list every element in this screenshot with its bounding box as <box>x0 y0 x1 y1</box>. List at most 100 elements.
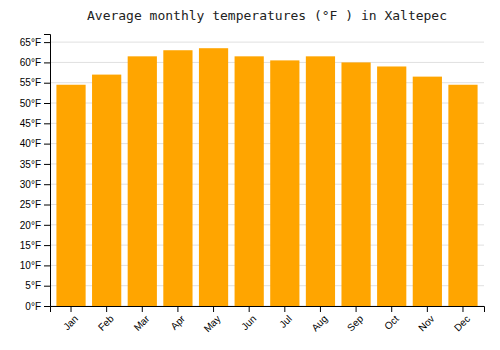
y-tick: 30°F <box>20 179 50 190</box>
title: Average monthly temperatures (°F ) in Xa… <box>87 8 447 23</box>
y-tick-label: 30°F <box>20 179 41 190</box>
y-tick-label: 5°F <box>25 280 41 291</box>
x-tick-label: Oct <box>382 313 401 332</box>
y-tick: 5°F <box>25 280 50 291</box>
y-tick-mark <box>44 184 50 185</box>
x-tick-mark <box>356 306 357 312</box>
y-tick-mark <box>44 286 50 287</box>
y-tick-mark <box>44 42 50 43</box>
y-tick-label: 65°F <box>20 37 41 48</box>
x-tick: Oct <box>382 306 401 332</box>
y-tick-mark <box>44 103 50 104</box>
y-tick: 45°F <box>20 118 50 129</box>
grid <box>50 42 484 306</box>
x-tick-mark <box>462 306 463 312</box>
bar <box>199 48 228 306</box>
x-tick-mark <box>71 306 72 312</box>
y-tick: 10°F <box>20 260 50 271</box>
bar <box>448 85 477 306</box>
x-tick-label: Sep <box>345 313 366 334</box>
x-axis: Jan Feb Mar Apr May Jun Jul Aug Sep Oct Nov Dec <box>51 306 485 334</box>
y-tick: 35°F <box>20 159 50 170</box>
bars <box>56 48 477 306</box>
y-tick-mark <box>44 83 50 84</box>
x-tick: Jul <box>277 306 294 330</box>
x-tick: May <box>202 306 223 334</box>
y-tick: 40°F <box>20 138 50 149</box>
x-tick-label: Jun <box>239 313 258 332</box>
bar <box>270 60 299 306</box>
x-tick-mark <box>213 306 214 312</box>
y-tick-label: 60°F <box>20 57 41 68</box>
y-tick: 25°F <box>20 199 50 210</box>
y-tick-mark <box>44 205 50 206</box>
bar <box>306 56 335 306</box>
y-tick: 65°F <box>20 37 50 48</box>
y-axis-line <box>44 35 51 307</box>
x-tick: Jun <box>239 306 258 332</box>
x-tick-label: Aug <box>309 313 329 333</box>
chart: 0°F 5°F 10°F 15°F 20°F 25°F 30°F 35°F 40°F 45°F 50… <box>0 0 500 350</box>
x-tick-mark <box>284 306 285 312</box>
x-tick: Feb <box>96 306 116 333</box>
y-tick-label: 10°F <box>20 260 41 271</box>
y-tick-label: 20°F <box>20 220 41 231</box>
x-tick-mark <box>320 306 321 312</box>
y-tick-mark <box>44 164 50 165</box>
y-tick-label: 45°F <box>20 118 41 129</box>
y-tick-label: 35°F <box>20 159 41 170</box>
x-tick-label: May <box>202 313 223 334</box>
plot: 0°F 5°F 10°F 15°F 20°F 25°F 30°F 35°F 40°F 45°F 50… <box>20 35 485 335</box>
grid-line <box>50 42 484 43</box>
y-tick: 60°F <box>20 57 50 68</box>
x-tick-mark <box>177 306 178 312</box>
x-tick: Sep <box>345 306 366 333</box>
y-tick: 50°F <box>20 98 50 109</box>
y-tick-mark <box>44 306 50 307</box>
x-tick: Aug <box>309 306 329 333</box>
y-tick-mark <box>44 144 50 145</box>
y-tick-mark <box>44 62 50 63</box>
y-tick-label: 0°F <box>25 301 41 312</box>
y-axis: 0°F 5°F 10°F 15°F 20°F 25°F 30°F 35°F 40°F 45°F 50… <box>20 35 51 312</box>
x-tick-mark <box>249 306 250 312</box>
y-tick-label: 55°F <box>20 77 41 88</box>
bar <box>92 75 121 306</box>
x-tick-label: Mar <box>132 313 152 333</box>
y-tick: 55°F <box>20 77 50 88</box>
y-tick-label: 15°F <box>20 240 41 251</box>
x-tick-label: Jan <box>61 313 80 332</box>
x-tick: Dec <box>452 306 472 333</box>
y-tick: 15°F <box>20 240 50 251</box>
bar <box>128 56 157 306</box>
bar <box>413 77 442 306</box>
bar <box>341 62 370 306</box>
x-tick-label: Nov <box>416 313 436 333</box>
x-tick: Nov <box>416 306 436 333</box>
x-tick-mark <box>391 306 392 312</box>
grid-line <box>50 62 484 63</box>
y-tick-label: 25°F <box>20 199 41 210</box>
y-tick-label: 40°F <box>20 138 41 149</box>
x-tick: Mar <box>132 306 152 333</box>
x-tick-mark <box>427 306 428 312</box>
x-tick-label: Dec <box>452 313 472 333</box>
x-tick: Jan <box>61 306 80 332</box>
y-tick: 20°F <box>20 220 50 231</box>
x-tick-label: Feb <box>96 313 116 333</box>
y-tick-mark <box>44 123 50 124</box>
x-tick-label: Jul <box>277 313 294 330</box>
bar <box>377 66 406 306</box>
y-tick-mark <box>44 265 50 266</box>
x-tick-mark <box>106 306 107 312</box>
y-tick-mark <box>44 225 50 226</box>
bar <box>56 85 85 306</box>
y-tick: 0°F <box>25 301 50 312</box>
x-tick: Apr <box>168 306 187 332</box>
x-axis-line <box>51 307 485 313</box>
bar <box>163 50 192 306</box>
x-tick-mark <box>142 306 143 312</box>
x-tick-label: Apr <box>168 313 187 332</box>
y-tick-label: 50°F <box>20 98 41 109</box>
bar <box>235 56 264 306</box>
